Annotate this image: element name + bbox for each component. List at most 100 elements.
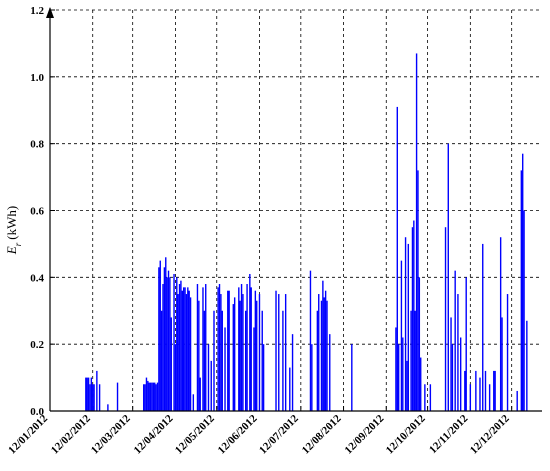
x-tick-label: 12/06/2012 [216, 412, 260, 456]
bar [174, 344, 177, 411]
bar [484, 370, 487, 411]
bar [414, 310, 416, 411]
bar [181, 290, 184, 411]
bar [323, 297, 325, 411]
y-tick-label: 0.4 [30, 272, 44, 284]
bar [459, 337, 462, 411]
bar [465, 277, 467, 411]
bar [397, 344, 400, 411]
bar [89, 384, 91, 411]
bar [451, 344, 454, 411]
bar [454, 270, 456, 411]
bar [90, 377, 93, 411]
bar [311, 344, 313, 411]
bar [278, 294, 280, 411]
bar [173, 273, 175, 411]
x-tick-label: 12/04/2012 [132, 412, 176, 456]
y-tick-label: 0.0 [30, 406, 44, 418]
bar [116, 382, 119, 411]
x-tick-label: 12/05/2012 [173, 412, 217, 456]
bar [469, 384, 472, 411]
bar [520, 170, 523, 411]
y-axis-arrow [46, 7, 54, 18]
bar [258, 294, 261, 411]
bar [322, 280, 324, 411]
bar [96, 370, 98, 411]
bar [447, 143, 449, 411]
bar [107, 404, 109, 411]
bar [282, 310, 284, 411]
x-tick-label: 12/03/2012 [89, 412, 133, 456]
bar [457, 294, 459, 411]
bar [242, 294, 244, 411]
bar [178, 284, 181, 411]
bar [163, 267, 166, 411]
bar [407, 243, 410, 411]
bar [402, 337, 404, 411]
bar [415, 53, 418, 412]
bar [326, 300, 328, 411]
bar [155, 384, 157, 411]
bar [406, 360, 408, 411]
bar [221, 310, 223, 411]
bar [162, 284, 164, 411]
bar [324, 290, 327, 411]
bar [420, 357, 422, 411]
y-label-symbol: E [4, 246, 19, 255]
bar [418, 277, 421, 411]
bar [92, 384, 94, 411]
bar [213, 310, 215, 411]
y-tick-label: 0.2 [30, 339, 44, 351]
y-axis-label: Er (kWh) [4, 206, 23, 255]
bar [154, 382, 156, 411]
bar [254, 290, 257, 411]
bar [499, 237, 502, 411]
bar [244, 310, 247, 411]
bar [152, 382, 155, 411]
bar [232, 304, 234, 411]
bar [256, 300, 258, 411]
bar [395, 327, 397, 411]
bar [250, 287, 252, 411]
bar [400, 260, 403, 411]
bar [262, 344, 265, 411]
bar [246, 284, 248, 411]
bar [198, 300, 200, 411]
bar [207, 344, 210, 411]
bar [238, 287, 240, 411]
bar [289, 367, 291, 411]
bar [147, 380, 149, 411]
bar [291, 334, 294, 411]
bar [482, 243, 484, 411]
bar [167, 270, 170, 411]
x-tick-label: 12/12/2012 [468, 412, 512, 456]
bar [488, 384, 491, 411]
bar [429, 384, 432, 411]
bar [159, 260, 161, 411]
bar [199, 377, 201, 411]
bar [320, 300, 323, 411]
bar [93, 384, 95, 411]
bar [145, 377, 148, 411]
bar [149, 382, 152, 411]
bar [169, 277, 171, 411]
bar [210, 360, 212, 411]
bar [464, 370, 466, 411]
bar [143, 384, 145, 411]
bar [220, 294, 222, 411]
bar [218, 284, 221, 411]
bar [228, 290, 230, 411]
bar [165, 257, 167, 411]
y-label-subscript: r [13, 242, 23, 246]
bar [284, 294, 287, 411]
bar [494, 370, 496, 411]
bar [148, 382, 150, 411]
x-tick-label: 12/07/2012 [257, 412, 301, 456]
bar [203, 310, 206, 411]
y-tick-label: 0.6 [30, 206, 44, 218]
bar [309, 270, 312, 411]
bar [275, 290, 277, 411]
x-tick-label: 12/08/2012 [300, 412, 344, 456]
bar [239, 300, 241, 411]
